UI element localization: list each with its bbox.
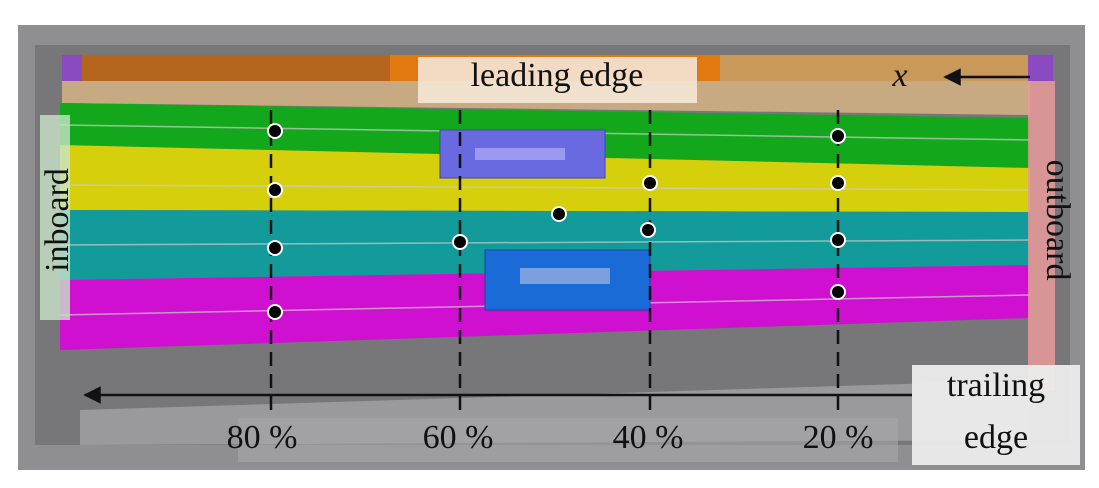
trailing-edge-label: trailing	[947, 367, 1045, 404]
corner	[1028, 55, 1053, 81]
position-label: 60 %	[423, 419, 494, 456]
position-label: 80 %	[227, 419, 298, 456]
box-blue-inner	[520, 268, 610, 284]
inboard-label: inboard	[39, 168, 76, 272]
leading-edge-label: leading edge	[471, 57, 644, 94]
diagram: leading edge x inboard outboard trailing…	[0, 0, 1099, 488]
position-label: 40 %	[613, 419, 684, 456]
position-label: 20 %	[803, 419, 874, 456]
outboard-label: outboard	[1039, 160, 1076, 281]
label-band	[238, 418, 898, 462]
corner	[62, 55, 82, 81]
x-axis-label: x	[891, 57, 907, 94]
box-purple-inner	[475, 148, 565, 160]
trailing-edge-label: edge	[964, 419, 1028, 456]
